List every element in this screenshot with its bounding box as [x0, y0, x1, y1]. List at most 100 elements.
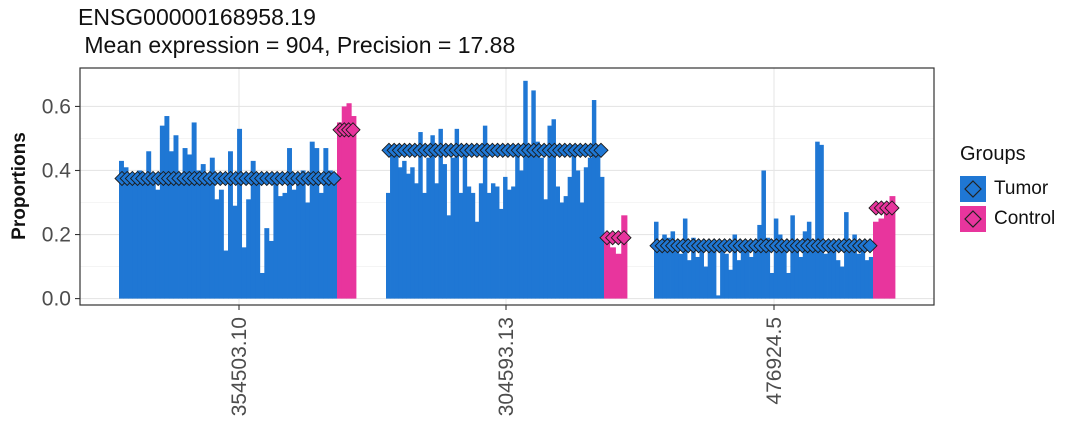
bar-control: [889, 196, 896, 299]
mean-marker-control: [345, 122, 361, 138]
bar-tumor: [699, 244, 704, 299]
bar-tumor: [551, 119, 556, 299]
x-tick-label: 354503.10: [228, 317, 251, 416]
bar-tumor: [246, 199, 252, 299]
bar-tumor: [146, 151, 152, 299]
x-tick-label: 476924.5: [763, 317, 786, 405]
bar-tumor: [318, 192, 324, 299]
mean-marker-control: [884, 200, 900, 216]
bar-tumor: [309, 141, 315, 299]
bar-tumor: [159, 125, 165, 299]
bar-control: [878, 218, 885, 299]
bar-tumor: [806, 221, 812, 299]
bar-tumor: [687, 260, 692, 299]
bar-tumor: [228, 151, 233, 299]
bar-tumor: [187, 154, 193, 299]
bar-tumor: [470, 192, 476, 299]
bar-tumor: [474, 221, 480, 299]
bar-tumor: [137, 170, 143, 299]
mean-marker-tumor: [326, 170, 342, 187]
bar-tumor: [402, 160, 407, 299]
bar-tumor: [141, 176, 147, 299]
bar-tumor: [486, 192, 492, 299]
bar-tumor: [691, 237, 696, 299]
bar-tumor: [291, 189, 297, 299]
bar-tumor: [711, 240, 717, 299]
bar-tumor: [819, 144, 824, 299]
bar-tumor: [777, 234, 783, 299]
legend-diamond-icon: [964, 210, 982, 228]
bar-tumor: [839, 266, 845, 299]
bar-tumor: [410, 167, 415, 299]
legend-item-tumor: Tumor: [960, 174, 1055, 204]
bar-tumor: [466, 186, 472, 299]
bar-tumor: [567, 176, 573, 299]
bar-tumor: [658, 244, 663, 299]
bar-control: [604, 237, 611, 299]
bar-tumor: [178, 176, 183, 299]
bar-tumor: [332, 183, 338, 299]
bar-tumor: [856, 253, 862, 299]
bar-tumor: [495, 186, 500, 299]
bar-tumor: [571, 144, 577, 299]
bar-tumor: [811, 247, 816, 299]
bar-control: [615, 253, 622, 299]
bar-tumor: [670, 231, 676, 299]
bar-tumor: [794, 247, 800, 299]
bar-tumor: [740, 240, 746, 299]
bar-tumor: [250, 160, 256, 299]
bar-tumor: [720, 250, 725, 299]
bar-tumor: [438, 128, 443, 299]
bar-tumor: [531, 90, 536, 299]
bar-tumor: [527, 151, 532, 299]
bar-tumor: [406, 173, 411, 299]
chart-title-line1: ENSG00000168958.19: [78, 4, 316, 30]
bar-tumor: [703, 266, 709, 299]
bar-tumor: [695, 256, 700, 299]
bar-control: [341, 106, 347, 299]
bar-tumor: [773, 218, 779, 299]
bar-tumor: [666, 237, 671, 299]
mean-marker-tumor: [862, 238, 878, 254]
x-axis: 354503.10 304593.13 476924.5: [228, 305, 786, 416]
y-tick-label: 0.0: [42, 288, 71, 311]
bar-tumor: [583, 167, 589, 299]
bar-tumor: [831, 240, 837, 299]
bar-tumor: [591, 100, 597, 299]
bar-tumor: [168, 151, 174, 299]
bar-tumor: [196, 170, 202, 299]
bar-tumor: [802, 231, 808, 299]
legend-key-control: [960, 206, 986, 232]
bar-tumor: [732, 234, 738, 299]
bar-tumor: [499, 208, 504, 299]
bar-tumor: [458, 192, 464, 299]
bar-tumor: [864, 260, 870, 299]
bar-tumor: [535, 141, 540, 299]
bar-tumor: [277, 196, 283, 299]
bar-tumor: [214, 199, 220, 299]
bar-tumor: [744, 250, 750, 299]
legend-swatch-control: [960, 206, 986, 232]
bar-tumor: [232, 205, 238, 299]
bar-tumor: [218, 189, 224, 299]
bar-tumor: [434, 183, 439, 299]
bar-tumor: [662, 234, 667, 299]
bar-tumor: [543, 199, 548, 299]
bar-tumor: [418, 132, 423, 299]
bar-tumor: [728, 269, 733, 299]
bar-tumor: [478, 183, 484, 299]
bar-tumor: [132, 173, 138, 299]
bar-tumor: [575, 170, 581, 299]
bar-tumor: [300, 170, 306, 299]
legend-key-tumor: [960, 176, 986, 202]
bar-tumor: [579, 202, 585, 299]
bar-tumor: [296, 176, 302, 299]
bar-tumor: [155, 189, 161, 299]
bar-tumor: [414, 183, 419, 299]
legend-item-control: Control: [960, 204, 1055, 234]
bar-tumor: [119, 160, 124, 299]
bar-tumor: [749, 256, 754, 299]
bar-tumor: [503, 176, 508, 299]
bar-tumor: [678, 253, 684, 299]
